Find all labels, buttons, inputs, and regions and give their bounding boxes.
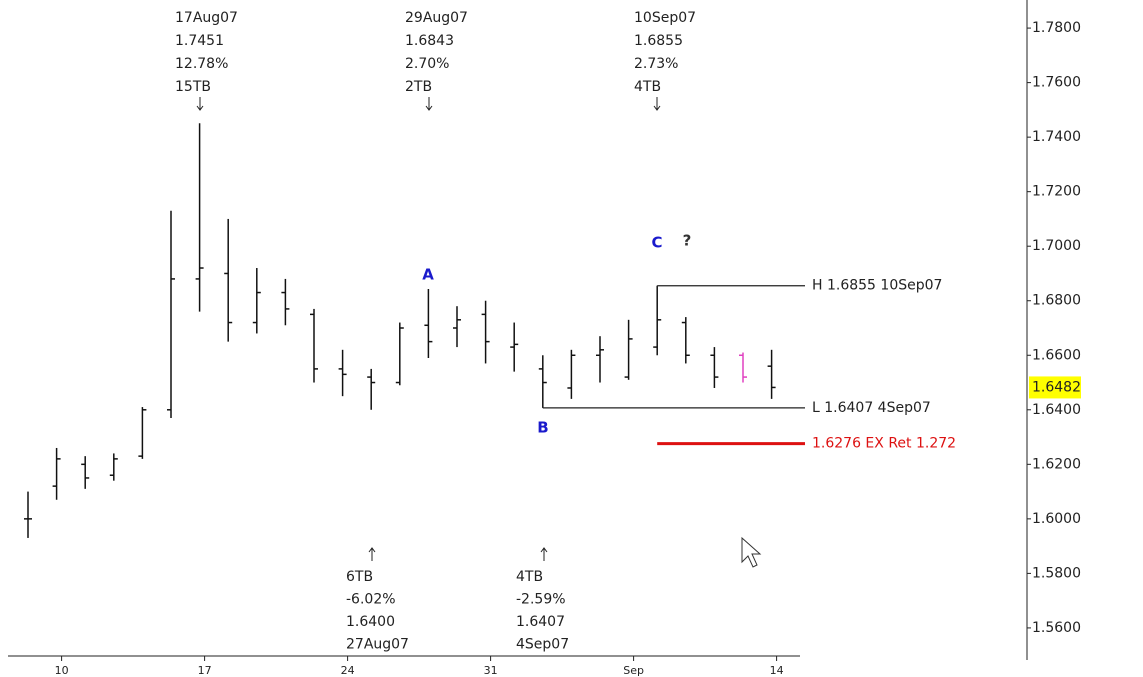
x-tick-label: Sep	[623, 664, 644, 677]
x-tick-label: 24	[341, 664, 355, 677]
y-tick-label: 1.5600	[1032, 620, 1081, 636]
bottom-annotation: -6.02%	[346, 592, 396, 608]
y-tick-label: 1.6200	[1032, 456, 1081, 472]
top-annotation: 17Aug07	[175, 10, 238, 26]
mouse-cursor	[741, 536, 762, 568]
x-tick-label: 17	[198, 664, 212, 677]
level-label: 1.6276 EX Ret 1.272	[812, 436, 956, 452]
top-annotation: 4TB	[634, 79, 661, 95]
top-annotation: 10Sep07	[634, 10, 696, 26]
wave-label: A	[422, 266, 434, 284]
y-tick-label: 1.6600	[1032, 347, 1081, 363]
y-tick-label: 1.6400	[1032, 402, 1081, 418]
arrow-down	[425, 97, 433, 111]
top-annotation: 2.73%	[634, 56, 678, 72]
bottom-annotation: 27Aug07	[346, 637, 409, 653]
bottom-annotation: 6TB	[346, 569, 373, 585]
x-tick-label: 14	[770, 664, 784, 677]
bottom-annotation: -2.59%	[516, 592, 566, 608]
y-tick-label: 1.6800	[1032, 293, 1081, 309]
y-tick-label: 1.7200	[1032, 184, 1081, 200]
bottom-annotation: 1.6400	[346, 614, 395, 630]
bottom-annotation: 1.6407	[516, 614, 565, 630]
current-price-box	[1029, 376, 1081, 399]
y-tick-label: 1.7400	[1032, 129, 1081, 145]
x-tick-label: 31	[484, 664, 498, 677]
top-annotation: 1.6855	[634, 33, 683, 49]
arrow-down	[653, 97, 661, 111]
top-annotation: 15TB	[175, 79, 211, 95]
wave-label: C	[651, 234, 662, 252]
top-annotation: 12.78%	[175, 56, 228, 72]
y-tick-label: 1.6000	[1032, 511, 1081, 527]
current-price-label: 1.6482	[1032, 379, 1081, 395]
y-tick-label: 1.7600	[1032, 75, 1081, 91]
top-annotation: 1.6843	[405, 33, 454, 49]
level-label: L 1.6407 4Sep07	[812, 400, 931, 416]
bottom-annotation: 4Sep07	[516, 637, 569, 653]
arrow-down	[196, 97, 204, 111]
arrow-up	[368, 547, 376, 561]
top-annotation: 2TB	[405, 79, 432, 95]
level-label: H 1.6855 10Sep07	[812, 278, 942, 294]
wave-label: ?	[683, 232, 692, 250]
arrow-up	[540, 547, 548, 561]
top-annotation: 1.7451	[175, 33, 224, 49]
wave-label: B	[537, 419, 548, 437]
top-annotation: 29Aug07	[405, 10, 468, 26]
y-tick-label: 1.5800	[1032, 565, 1081, 581]
y-tick-label: 1.7000	[1032, 238, 1081, 254]
top-annotation: 2.70%	[405, 56, 449, 72]
y-tick-label: 1.7800	[1032, 20, 1081, 36]
x-tick-label: 10	[55, 664, 69, 677]
bottom-annotation: 4TB	[516, 569, 543, 585]
